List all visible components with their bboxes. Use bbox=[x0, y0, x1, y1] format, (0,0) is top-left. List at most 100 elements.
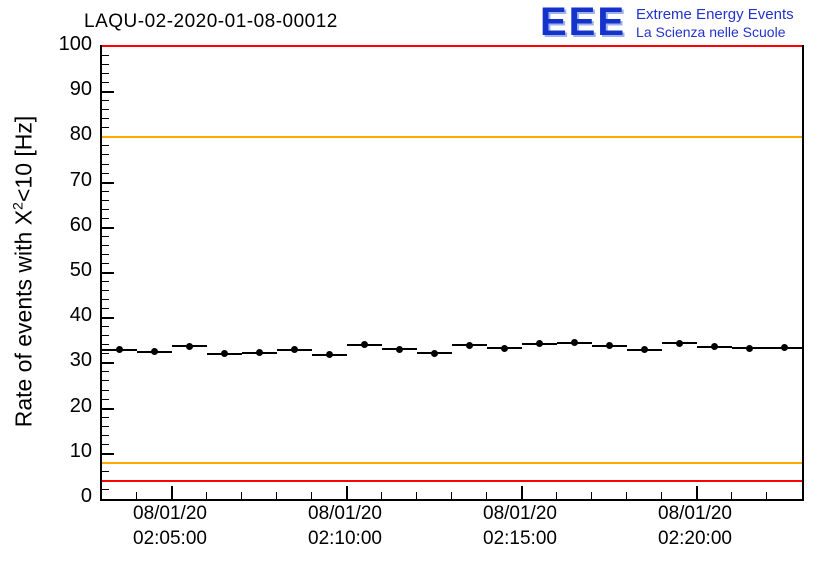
y-minor-tick bbox=[102, 443, 109, 445]
x-major-tick bbox=[346, 486, 348, 499]
y-minor-tick bbox=[102, 290, 109, 292]
y-tick-label: 30 bbox=[69, 349, 92, 372]
y-minor-tick bbox=[102, 425, 109, 427]
eee-logo-text: Extreme Energy Events La Scienza nelle S… bbox=[636, 2, 794, 41]
y-minor-tick bbox=[102, 163, 109, 165]
y-major-tick bbox=[102, 317, 114, 320]
y-minor-tick bbox=[102, 299, 109, 301]
x-minor-tick bbox=[486, 492, 487, 499]
y-minor-tick bbox=[102, 154, 109, 156]
x-minor-tick bbox=[556, 492, 557, 499]
y-minor-tick bbox=[102, 217, 109, 219]
data-point-marker bbox=[781, 344, 788, 352]
x-minor-tick bbox=[416, 492, 417, 499]
y-minor-tick bbox=[102, 470, 109, 472]
y-minor-tick bbox=[102, 434, 109, 436]
data-point-marker bbox=[711, 343, 718, 351]
x-minor-tick bbox=[451, 492, 452, 499]
y-axis-label: Rate of events with X2<10 [Hz] bbox=[11, 115, 38, 427]
y-minor-tick bbox=[102, 281, 109, 283]
y-minor-tick bbox=[102, 488, 109, 490]
reference-line bbox=[102, 45, 802, 47]
y-tick-label: 20 bbox=[69, 394, 92, 417]
y-tick-label: 100 bbox=[58, 33, 92, 55]
y-minor-tick bbox=[102, 416, 109, 418]
y-minor-tick bbox=[102, 380, 109, 382]
y-minor-tick bbox=[102, 398, 109, 400]
data-point-marker bbox=[606, 342, 613, 350]
data-point-marker bbox=[571, 339, 578, 347]
y-axis-label-prefix: Rate of events with X bbox=[10, 209, 37, 427]
data-point-marker bbox=[746, 344, 753, 352]
y-tick-label: 0 bbox=[80, 485, 92, 507]
y-minor-tick bbox=[102, 127, 109, 129]
y-minor-tick bbox=[102, 326, 109, 328]
y-tick-label: 80 bbox=[69, 123, 92, 146]
reference-line bbox=[102, 461, 802, 464]
y-major-tick bbox=[102, 362, 114, 365]
y-minor-tick bbox=[102, 353, 109, 355]
data-point-marker bbox=[116, 346, 123, 354]
page-title: LAQU-02-2020-01-08-00012 bbox=[84, 11, 338, 32]
y-minor-tick bbox=[102, 208, 109, 210]
y-tick-label: 10 bbox=[69, 439, 92, 462]
x-minor-tick bbox=[136, 492, 137, 499]
eee-logo-acronym: EEE bbox=[540, 0, 627, 44]
eee-logo: EEE Extreme Energy Events La Scienza nel… bbox=[540, 2, 794, 42]
reference-line bbox=[102, 136, 802, 139]
eee-logo-line2: La Scienza nelle Scuole bbox=[636, 24, 786, 40]
y-minor-tick bbox=[102, 73, 109, 75]
x-major-tick bbox=[171, 486, 173, 499]
y-axis-label-wrap: Rate of events with X2<10 [Hz] bbox=[0, 45, 48, 497]
y-axis-label-sup: 2 bbox=[10, 201, 27, 210]
x-minor-tick bbox=[731, 492, 732, 499]
data-point-marker bbox=[676, 339, 683, 347]
data-point-marker bbox=[641, 346, 648, 354]
data-point-marker bbox=[151, 348, 158, 356]
plot-frame bbox=[100, 45, 804, 501]
data-point-marker bbox=[221, 350, 228, 358]
data-point-marker bbox=[361, 341, 368, 349]
y-tick-label: 40 bbox=[69, 304, 92, 327]
plot-area bbox=[102, 45, 802, 499]
y-minor-tick bbox=[102, 100, 109, 102]
y-minor-tick bbox=[102, 389, 109, 391]
x-minor-tick bbox=[381, 492, 382, 499]
data-point-marker bbox=[291, 346, 298, 354]
y-tick-label: 70 bbox=[69, 168, 92, 191]
y-major-tick bbox=[102, 226, 114, 229]
y-minor-tick bbox=[102, 172, 109, 174]
y-major-tick bbox=[102, 272, 114, 274]
y-minor-tick bbox=[102, 335, 109, 337]
data-point-marker bbox=[396, 345, 403, 353]
x-major-tick bbox=[696, 486, 698, 499]
x-minor-tick bbox=[626, 492, 627, 499]
x-minor-tick bbox=[766, 492, 767, 499]
x-tick-label: 08/01/20 02:20:00 bbox=[620, 501, 770, 551]
y-minor-tick bbox=[102, 199, 109, 201]
y-major-tick bbox=[102, 407, 114, 410]
x-minor-tick bbox=[311, 492, 312, 499]
data-point-marker bbox=[536, 340, 543, 348]
data-point-marker bbox=[256, 349, 263, 357]
x-tick-date: 08/01/20 bbox=[483, 503, 557, 524]
y-tick-label: 60 bbox=[69, 213, 92, 236]
y-minor-tick bbox=[102, 262, 109, 264]
y-minor-tick bbox=[102, 371, 109, 373]
y-minor-tick bbox=[102, 244, 109, 246]
x-tick-date: 08/01/20 bbox=[658, 503, 732, 524]
y-major-tick bbox=[102, 181, 114, 184]
x-minor-tick bbox=[661, 492, 662, 499]
x-tick-label: 08/01/20 02:05:00 bbox=[95, 501, 245, 551]
x-tick-label: 08/01/20 02:10:00 bbox=[270, 501, 420, 551]
data-point-marker bbox=[186, 342, 193, 350]
x-tick-time: 02:15:00 bbox=[483, 528, 557, 549]
x-tick-time: 02:05:00 bbox=[133, 528, 207, 549]
y-major-tick bbox=[102, 91, 114, 94]
y-minor-tick bbox=[102, 145, 109, 147]
y-minor-tick bbox=[102, 109, 109, 111]
y-minor-tick bbox=[102, 118, 109, 120]
y-minor-tick bbox=[102, 82, 109, 84]
eee-logo-line1: Extreme Energy Events bbox=[636, 6, 794, 23]
